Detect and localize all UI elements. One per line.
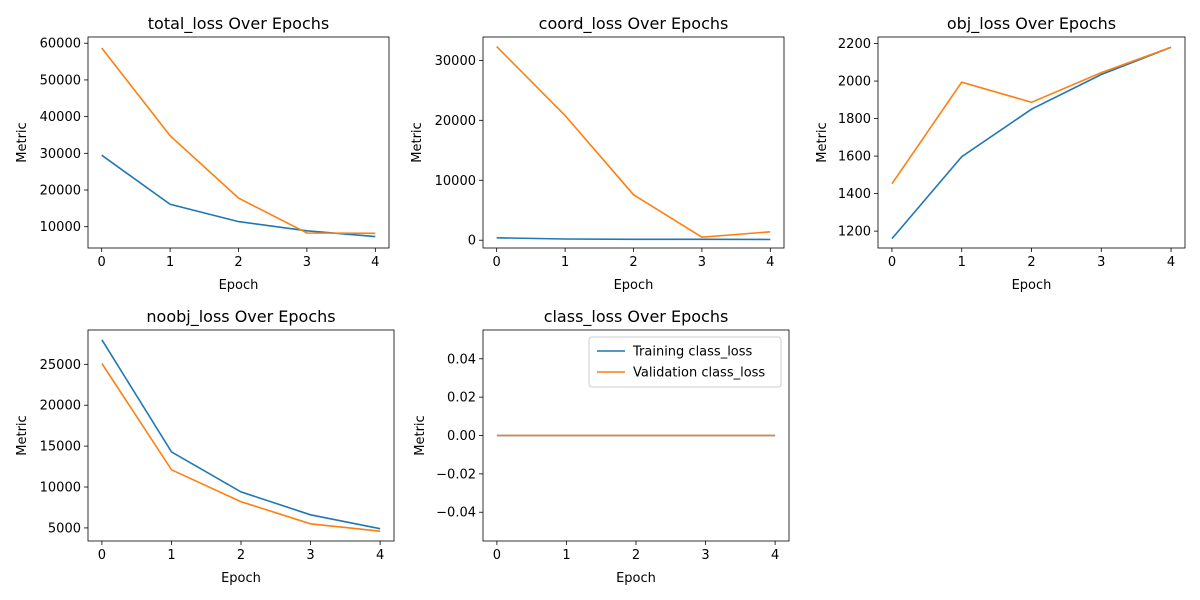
- y-tick-label: 0.02: [447, 391, 476, 406]
- x-tick-label: 3: [701, 548, 709, 563]
- x-tick-label: 4: [376, 548, 384, 563]
- validation-series-line: [101, 47, 376, 235]
- x-tick-label: 3: [303, 255, 311, 270]
- chart-title: class_loss Over Epochs: [544, 307, 729, 327]
- axes-frame: [482, 36, 785, 249]
- x-tick-label: 3: [306, 548, 314, 563]
- y-axis-label: Metric: [413, 415, 428, 455]
- validation-series-line: [496, 46, 771, 239]
- y-tick-label: 20000: [40, 184, 81, 199]
- x-tick-label: 0: [493, 255, 501, 270]
- axes-frame: [87, 329, 395, 542]
- x-tick-label: 1: [167, 548, 175, 563]
- y-tick-label: 20000: [40, 399, 81, 414]
- x-tick-label: 4: [771, 548, 779, 563]
- legend: Training class_loss Validation class_loss: [588, 336, 782, 388]
- y-tick-label: 10000: [40, 220, 81, 235]
- training-series-line: [101, 154, 376, 238]
- x-axis-label: Epoch: [614, 278, 654, 293]
- subplot-3: 0 1 2 3 4 1200 1400 1600 1800 2000 2200 obj_loss Ov…: [815, 14, 1186, 293]
- y-tick-label: 40000: [40, 110, 81, 125]
- training-series-line: [101, 339, 381, 530]
- y-tick-label: 10000: [435, 174, 476, 189]
- axes-frame: [87, 36, 390, 249]
- x-tick-label: 3: [698, 255, 706, 270]
- y-tick-label: 1200: [838, 225, 871, 240]
- y-tick-label: 0.04: [447, 352, 476, 367]
- x-tick-label: 2: [1027, 255, 1035, 270]
- x-axis-label: Epoch: [219, 278, 259, 293]
- y-tick-label: 0: [468, 234, 476, 249]
- subplot-4: 0 1 2 3 4 5000 10000 15000 20000 25000 noobj_loss …: [15, 307, 395, 586]
- x-tick-label: 2: [629, 255, 637, 270]
- chart-title: noobj_loss Over Epochs: [146, 307, 335, 327]
- x-tick-label: 0: [493, 548, 501, 563]
- x-tick-label: 1: [561, 255, 569, 270]
- legend-box: [588, 336, 782, 388]
- x-axis-label: Epoch: [221, 571, 261, 586]
- y-tick-label: 1400: [838, 187, 871, 202]
- y-tick-label: 5000: [48, 521, 81, 536]
- y-axis-label: Metric: [815, 122, 830, 162]
- y-tick-label: −0.04: [436, 506, 476, 521]
- y-tick-label: 1800: [838, 112, 871, 127]
- y-tick-label: 20000: [435, 114, 476, 129]
- y-tick-label: 10000: [40, 481, 81, 496]
- y-tick-label: 2200: [838, 37, 871, 52]
- legend-entry: Validation class_loss: [633, 366, 765, 381]
- x-axis-label: Epoch: [1012, 278, 1052, 293]
- y-axis-label: Metric: [15, 415, 30, 455]
- x-tick-label: 4: [371, 255, 379, 270]
- chart-title: coord_loss Over Epochs: [539, 14, 729, 34]
- subplot-1: 0 1 2 3 4 10000 20000 30000 40000 50000 60000 total…: [15, 14, 390, 293]
- axes-frame: [877, 36, 1186, 249]
- subplot-5: 0 1 2 3 4 −0.04 −0.02 0.00 0.02 0.04 class_loss Ov…: [413, 307, 790, 586]
- y-tick-label: 60000: [40, 37, 81, 52]
- y-axis-label: Metric: [15, 122, 30, 162]
- y-tick-label: 0.00: [447, 429, 476, 444]
- x-tick-label: 3: [1097, 255, 1105, 270]
- y-tick-label: 15000: [40, 440, 81, 455]
- x-tick-label: 1: [562, 548, 570, 563]
- y-tick-label: 25000: [40, 358, 81, 373]
- y-tick-label: 50000: [40, 73, 81, 88]
- x-tick-label: 2: [237, 548, 245, 563]
- x-tick-label: 4: [766, 255, 774, 270]
- x-tick-label: 4: [1167, 255, 1175, 270]
- x-tick-label: 2: [632, 548, 640, 563]
- legend-entry: Training class_loss: [632, 345, 753, 360]
- y-tick-label: 1600: [838, 150, 871, 165]
- chart-title: total_loss Over Epochs: [148, 14, 329, 34]
- x-tick-label: 2: [234, 255, 242, 270]
- x-tick-label: 0: [888, 255, 896, 270]
- x-tick-label: 1: [166, 255, 174, 270]
- y-tick-label: −0.02: [436, 467, 476, 482]
- validation-series-line: [891, 46, 1172, 185]
- subplot-2: 0 1 2 3 4 0 10000 20000 30000 coord_loss Over Epo…: [410, 14, 785, 293]
- y-axis-label: Metric: [410, 122, 425, 162]
- y-tick-label: 30000: [435, 54, 476, 69]
- x-axis-label: Epoch: [616, 571, 656, 586]
- validation-series-line: [101, 363, 381, 532]
- chart-title: obj_loss Over Epochs: [947, 14, 1116, 34]
- x-tick-label: 0: [98, 548, 106, 563]
- training-series-line: [496, 237, 771, 241]
- y-tick-label: 2000: [838, 75, 871, 90]
- y-tick-label: 30000: [40, 147, 81, 162]
- training-series-line: [891, 46, 1172, 240]
- x-tick-label: 0: [98, 255, 106, 270]
- x-tick-label: 1: [958, 255, 966, 270]
